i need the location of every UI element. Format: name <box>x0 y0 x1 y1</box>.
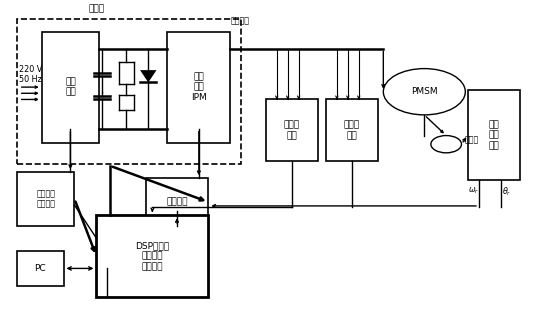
Text: DSP控制器
转矩观测
磁链观测: DSP控制器 转矩观测 磁链观测 <box>135 241 169 271</box>
Bar <box>468 90 520 180</box>
Text: $\omega_r$: $\omega_r$ <box>468 186 479 196</box>
Bar <box>17 251 64 286</box>
Bar <box>96 215 208 297</box>
Bar <box>146 178 208 226</box>
Bar <box>17 19 241 164</box>
Bar <box>167 32 230 143</box>
Text: 直流母线
采样电压: 直流母线 采样电压 <box>36 189 55 209</box>
Circle shape <box>431 135 461 153</box>
Text: $\theta_r$: $\theta_r$ <box>501 186 511 198</box>
Bar <box>42 32 99 143</box>
Bar <box>17 172 75 226</box>
Text: 线电压
检测: 线电压 检测 <box>284 121 300 140</box>
Text: 隔离电路: 隔离电路 <box>166 197 188 206</box>
Text: 220 V
50 Hz: 220 V 50 Hz <box>19 65 42 84</box>
Text: 控制绕组: 控制绕组 <box>230 16 249 25</box>
Text: PMSM: PMSM <box>411 87 438 96</box>
Text: 主回路: 主回路 <box>88 4 105 13</box>
Bar <box>326 100 378 161</box>
Polygon shape <box>140 70 157 82</box>
Text: 光码盘: 光码盘 <box>464 135 478 144</box>
Text: 整流
模块: 整流 模块 <box>65 78 76 97</box>
Text: PC: PC <box>35 264 46 273</box>
Text: 逆变
模块
IPM: 逆变 模块 IPM <box>191 72 207 102</box>
Bar <box>266 100 318 161</box>
Text: 转速
位置
检测: 转速 位置 检测 <box>489 120 499 150</box>
Circle shape <box>383 69 465 115</box>
Text: 线电流
检测: 线电流 检测 <box>344 121 360 140</box>
